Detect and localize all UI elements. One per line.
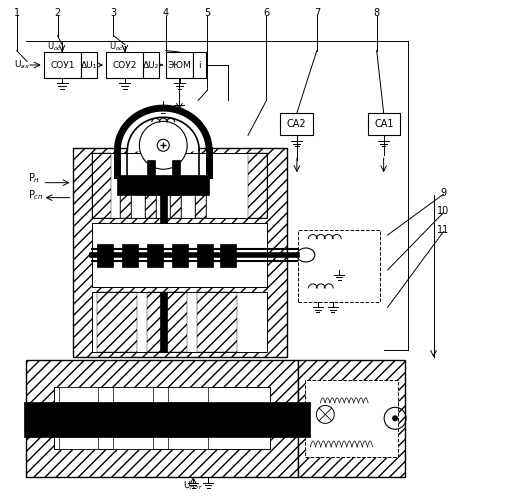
Bar <box>58 387 99 402</box>
Bar <box>26 360 298 477</box>
Text: 9: 9 <box>441 188 446 198</box>
Text: 2: 2 <box>54 8 61 18</box>
Bar <box>248 153 267 218</box>
Text: СА2: СА2 <box>287 119 307 129</box>
Bar <box>166 52 193 78</box>
Bar <box>92 153 111 218</box>
Circle shape <box>392 416 398 422</box>
Bar <box>220 244 236 268</box>
Bar <box>26 360 298 477</box>
Bar <box>98 244 114 268</box>
Bar <box>106 52 143 78</box>
Bar <box>305 380 398 457</box>
Text: P$_{сп}$: P$_{сп}$ <box>28 188 43 202</box>
Text: i: i <box>198 60 201 70</box>
Bar <box>168 387 208 402</box>
Bar <box>298 230 380 302</box>
Circle shape <box>139 122 187 169</box>
Bar <box>172 244 188 268</box>
Bar <box>145 182 156 218</box>
Text: СОУ1: СОУ1 <box>50 60 74 70</box>
Text: 3: 3 <box>110 8 117 18</box>
Text: 6: 6 <box>263 8 269 18</box>
Text: 7: 7 <box>314 8 320 18</box>
Bar <box>24 402 310 437</box>
Bar <box>114 437 153 450</box>
Text: 1: 1 <box>13 8 20 18</box>
Bar <box>197 244 213 268</box>
Bar <box>160 292 167 352</box>
Text: 10: 10 <box>438 206 449 216</box>
Bar <box>197 292 237 352</box>
Bar <box>195 182 206 218</box>
Bar <box>81 52 97 78</box>
Text: U$_{ос1}$: U$_{ос1}$ <box>47 41 65 54</box>
Bar <box>143 52 159 78</box>
Bar <box>92 153 267 218</box>
Bar <box>170 182 181 218</box>
Bar <box>147 292 187 352</box>
Text: 4: 4 <box>163 8 169 18</box>
Bar <box>54 387 270 450</box>
Bar <box>193 52 206 78</box>
Bar <box>120 182 131 218</box>
Bar <box>160 195 167 222</box>
Bar <box>73 148 287 357</box>
Text: U$_{пот}$: U$_{пот}$ <box>183 479 203 492</box>
Bar <box>298 360 405 477</box>
Bar <box>170 182 181 218</box>
Bar <box>98 292 137 352</box>
Bar <box>147 160 155 195</box>
Bar <box>114 387 153 402</box>
Bar <box>122 244 138 268</box>
Bar <box>92 292 267 352</box>
Text: U$_{ос2}$: U$_{ос2}$ <box>109 41 127 54</box>
Text: 5: 5 <box>204 8 210 18</box>
Text: ΔU₂: ΔU₂ <box>143 60 159 70</box>
Bar <box>92 222 267 288</box>
Text: U$_{вх}$: U$_{вх}$ <box>14 59 30 72</box>
Text: 11: 11 <box>438 225 449 235</box>
Text: ЭЮМ: ЭЮМ <box>168 60 191 70</box>
Text: 8: 8 <box>374 8 380 18</box>
Bar <box>172 160 180 195</box>
Bar <box>145 182 156 218</box>
Bar <box>120 182 131 218</box>
Bar <box>368 113 400 136</box>
Bar <box>195 182 206 218</box>
Bar <box>280 113 313 136</box>
Text: P$_н$: P$_н$ <box>28 171 40 184</box>
Bar <box>147 244 163 268</box>
Bar <box>298 360 405 477</box>
Text: СА1: СА1 <box>374 119 394 129</box>
Bar <box>58 437 99 450</box>
Bar <box>43 52 81 78</box>
Bar <box>118 175 209 195</box>
Text: СОУ2: СОУ2 <box>112 60 137 70</box>
Bar <box>73 148 287 357</box>
Text: ΔU₁: ΔU₁ <box>81 60 97 70</box>
Bar <box>168 437 208 450</box>
